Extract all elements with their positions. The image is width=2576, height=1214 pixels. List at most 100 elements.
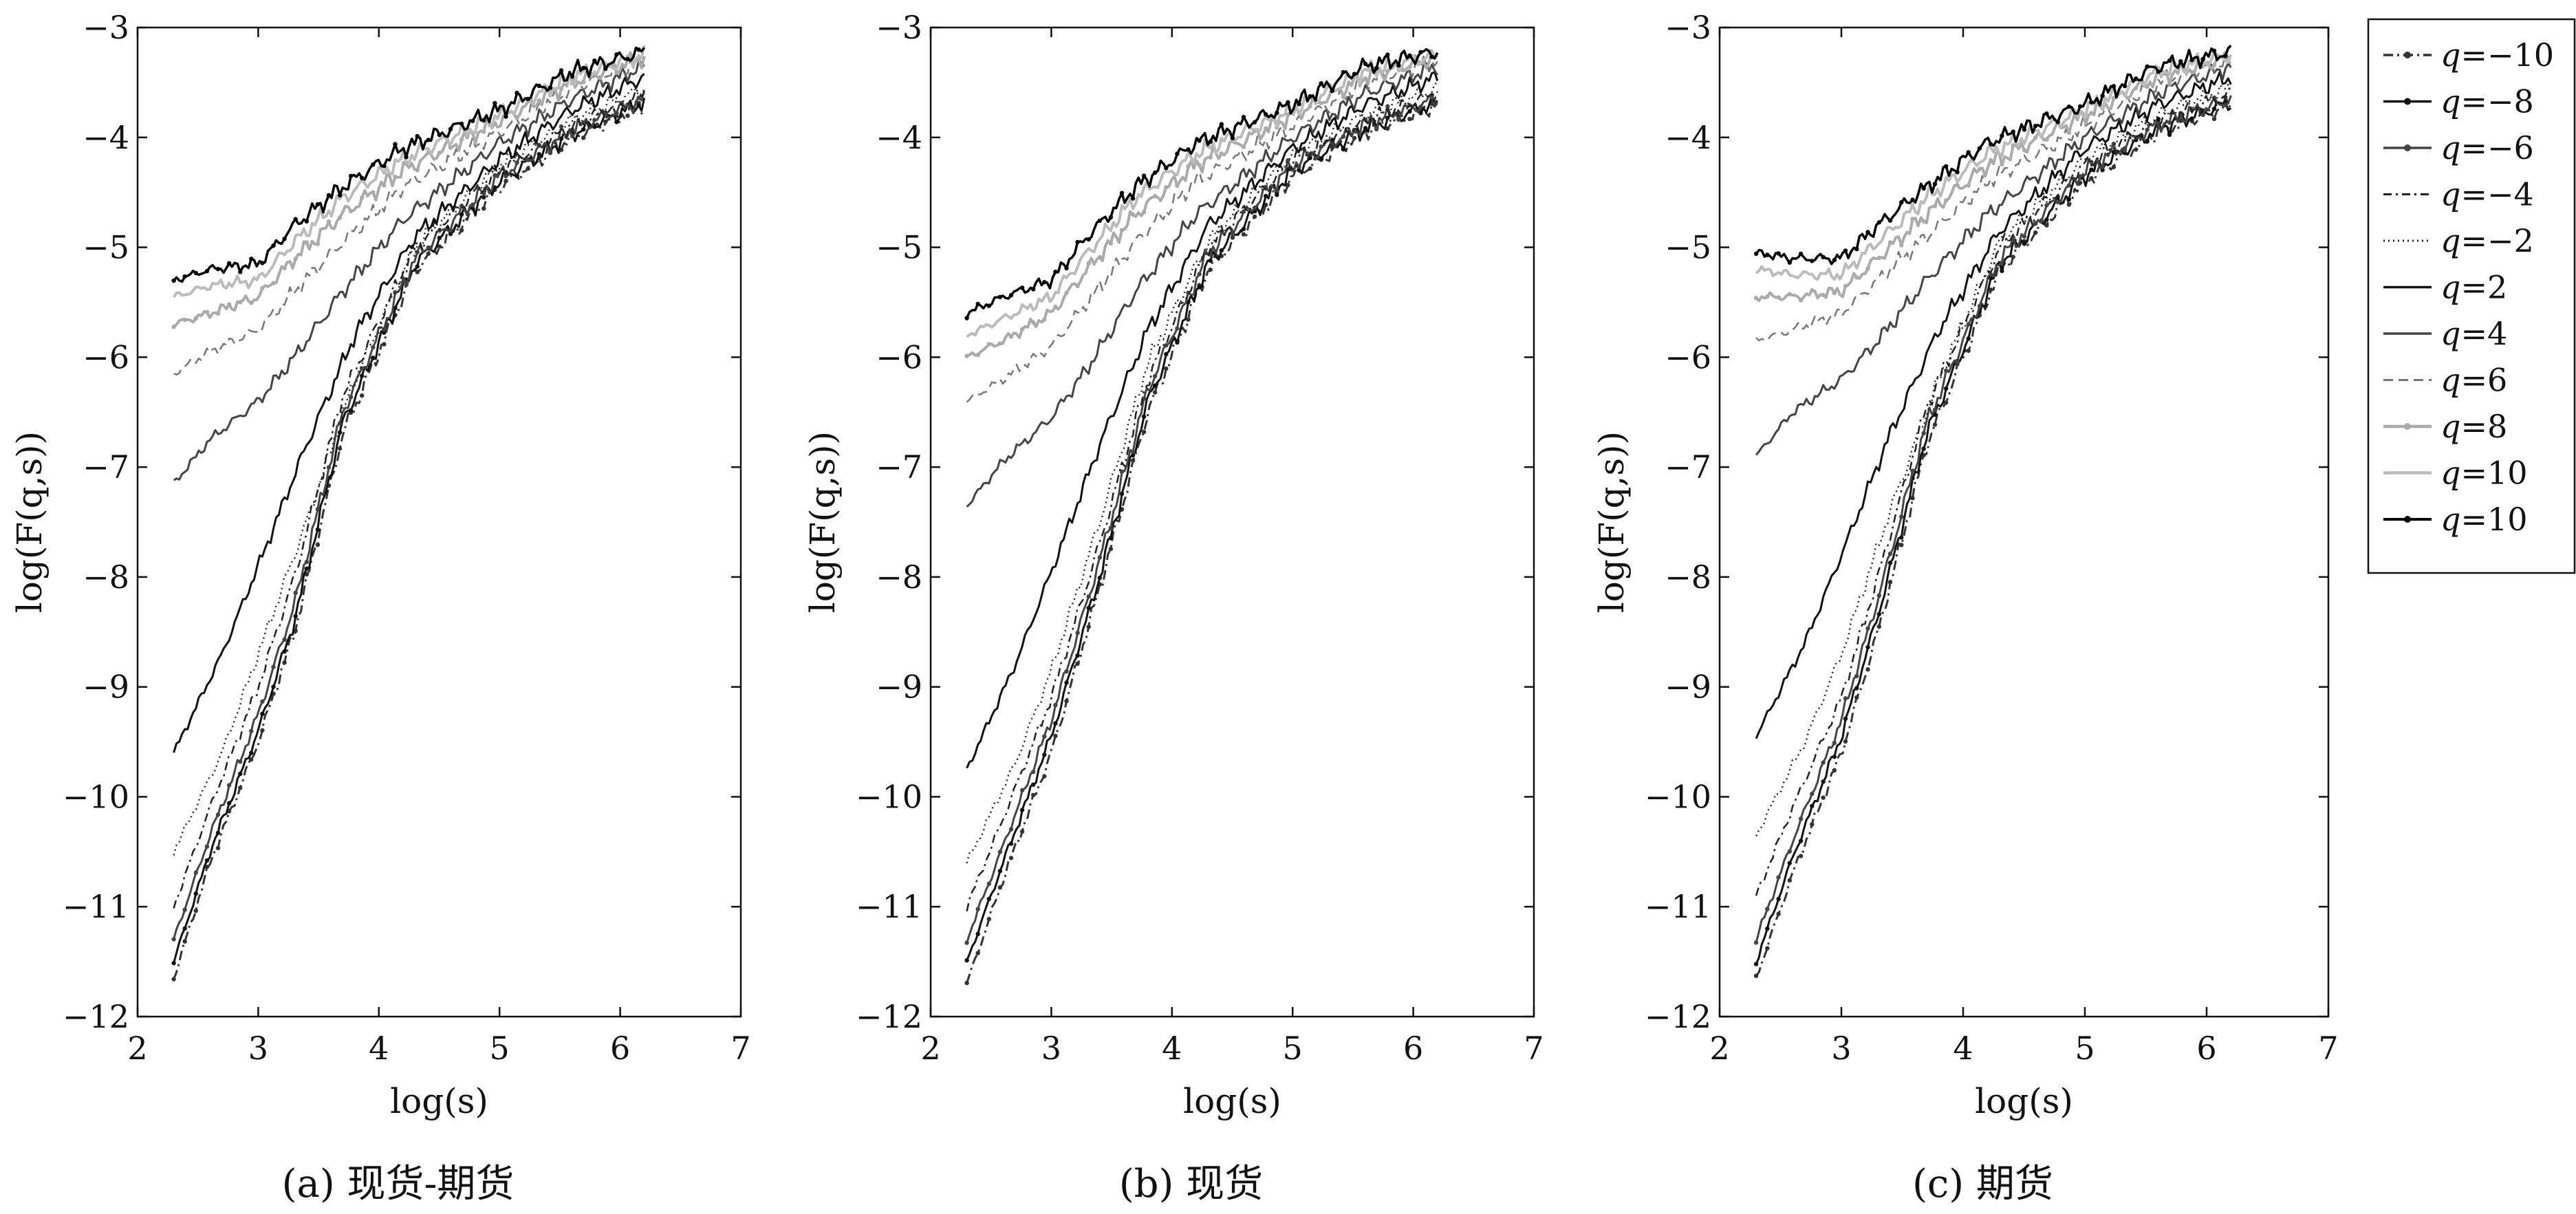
x-tick-label: 4 bbox=[369, 1030, 389, 1067]
series-marker bbox=[1008, 293, 1014, 298]
panel-a: 2 3 4 5 6 7 −3 −4 −5 −6 −7 −8 −9 −10 −11 −12 log(s) log(F… bbox=[10, 9, 751, 1206]
series-marker bbox=[1308, 94, 1312, 99]
series-marker bbox=[1241, 144, 1246, 149]
series-marker bbox=[348, 395, 354, 400]
series-marker bbox=[2156, 69, 2161, 74]
series-marker bbox=[1374, 66, 1379, 71]
series-marker bbox=[182, 907, 187, 912]
x-tick-label: 3 bbox=[1041, 1030, 1061, 1067]
series-marker bbox=[537, 83, 541, 88]
y-tick-label: −10 bbox=[856, 778, 922, 815]
series-marker bbox=[1798, 251, 1804, 257]
series-marker bbox=[1064, 699, 1069, 704]
legend-item: q=8 bbox=[2383, 408, 2507, 445]
series-marker bbox=[182, 317, 187, 323]
series-marker bbox=[1130, 212, 1136, 217]
series-marker bbox=[2223, 100, 2228, 105]
series-marker bbox=[1086, 594, 1091, 599]
series-marker bbox=[1821, 254, 1826, 259]
series-marker bbox=[1787, 292, 1792, 296]
series-marker bbox=[1031, 782, 1036, 788]
series-line-q=-8 bbox=[966, 94, 1438, 961]
series-marker bbox=[1899, 535, 1904, 540]
series-line-q=-8 bbox=[1755, 100, 2232, 965]
y-tick-label: −6 bbox=[876, 338, 922, 376]
series-marker bbox=[592, 58, 597, 63]
legend-item: q=−6 bbox=[2383, 129, 2534, 166]
series-marker bbox=[603, 66, 608, 72]
series-marker bbox=[1407, 116, 1412, 122]
series-marker bbox=[1977, 166, 1982, 171]
series-marker bbox=[293, 217, 298, 221]
series-marker bbox=[2011, 143, 2015, 148]
series-marker bbox=[2122, 148, 2128, 153]
series-marker bbox=[182, 274, 187, 279]
series-marker bbox=[1286, 158, 1290, 163]
series-marker bbox=[238, 759, 243, 764]
series-marker bbox=[1108, 241, 1114, 246]
series-marker bbox=[238, 771, 243, 777]
series-marker bbox=[1821, 779, 1826, 784]
series-marker bbox=[1042, 734, 1047, 739]
series-marker bbox=[975, 951, 980, 955]
series-marker bbox=[1019, 788, 1025, 793]
series-marker bbox=[1064, 290, 1069, 296]
series-marker bbox=[1810, 791, 1815, 796]
series-marker bbox=[337, 215, 343, 220]
series-marker bbox=[1130, 449, 1136, 454]
series-line-q=6 bbox=[966, 55, 1438, 403]
y-tick-label: −10 bbox=[63, 778, 129, 815]
series-marker bbox=[1341, 69, 1346, 75]
legend-item: q=2 bbox=[2383, 269, 2507, 306]
series-marker bbox=[448, 228, 453, 233]
legend-label: q=10 bbox=[2440, 501, 2528, 538]
y-tick-label: −11 bbox=[856, 888, 922, 925]
series-marker bbox=[1753, 296, 1759, 301]
series-marker bbox=[348, 208, 354, 213]
series-marker bbox=[238, 785, 243, 790]
series-marker bbox=[1108, 525, 1114, 530]
x-tick-label: 5 bbox=[1283, 1030, 1303, 1067]
series-marker bbox=[1944, 386, 1949, 391]
series-marker bbox=[1264, 126, 1268, 131]
series-marker bbox=[382, 327, 387, 332]
series-marker bbox=[271, 664, 276, 669]
legend-marker bbox=[2404, 98, 2411, 105]
series-marker bbox=[2066, 130, 2072, 136]
series-marker bbox=[2189, 58, 2194, 63]
series-marker bbox=[271, 243, 276, 248]
series-marker bbox=[470, 203, 475, 208]
series-marker bbox=[393, 174, 398, 180]
panel-caption: (c) 期货 bbox=[1912, 1162, 2053, 1206]
x-tick-label: 6 bbox=[610, 1030, 630, 1067]
series-marker bbox=[1008, 827, 1014, 832]
series-line-q=-4 bbox=[966, 91, 1438, 912]
series-marker bbox=[1876, 624, 1881, 629]
series-marker bbox=[1141, 173, 1147, 178]
series-marker bbox=[1219, 122, 1224, 127]
series-marker bbox=[2077, 174, 2083, 179]
series-marker bbox=[193, 270, 198, 276]
series-marker bbox=[1153, 383, 1158, 388]
series-marker bbox=[2134, 85, 2139, 91]
series-marker bbox=[1832, 740, 1837, 746]
series-marker bbox=[2066, 202, 2072, 207]
series-marker bbox=[1407, 53, 1412, 58]
y-tick-label: −12 bbox=[63, 998, 129, 1035]
series-marker bbox=[1031, 320, 1036, 325]
series-marker bbox=[1153, 373, 1158, 379]
series-marker bbox=[470, 118, 475, 124]
series-marker bbox=[1075, 239, 1080, 245]
series-marker bbox=[986, 917, 992, 922]
series-line-q=-10 bbox=[173, 100, 645, 980]
series-marker bbox=[1887, 580, 1893, 585]
series-marker bbox=[1887, 551, 1893, 556]
series-marker bbox=[171, 961, 176, 966]
series-marker bbox=[1186, 164, 1191, 169]
series-marker bbox=[2211, 48, 2217, 54]
legend-item: q=10 bbox=[2383, 501, 2528, 538]
y-axis-label: log(F(q,s)) bbox=[803, 431, 843, 613]
series-marker bbox=[1031, 770, 1036, 774]
x-axis-label: log(s) bbox=[390, 1081, 488, 1121]
series-line-q=-10 bbox=[1755, 96, 2232, 977]
